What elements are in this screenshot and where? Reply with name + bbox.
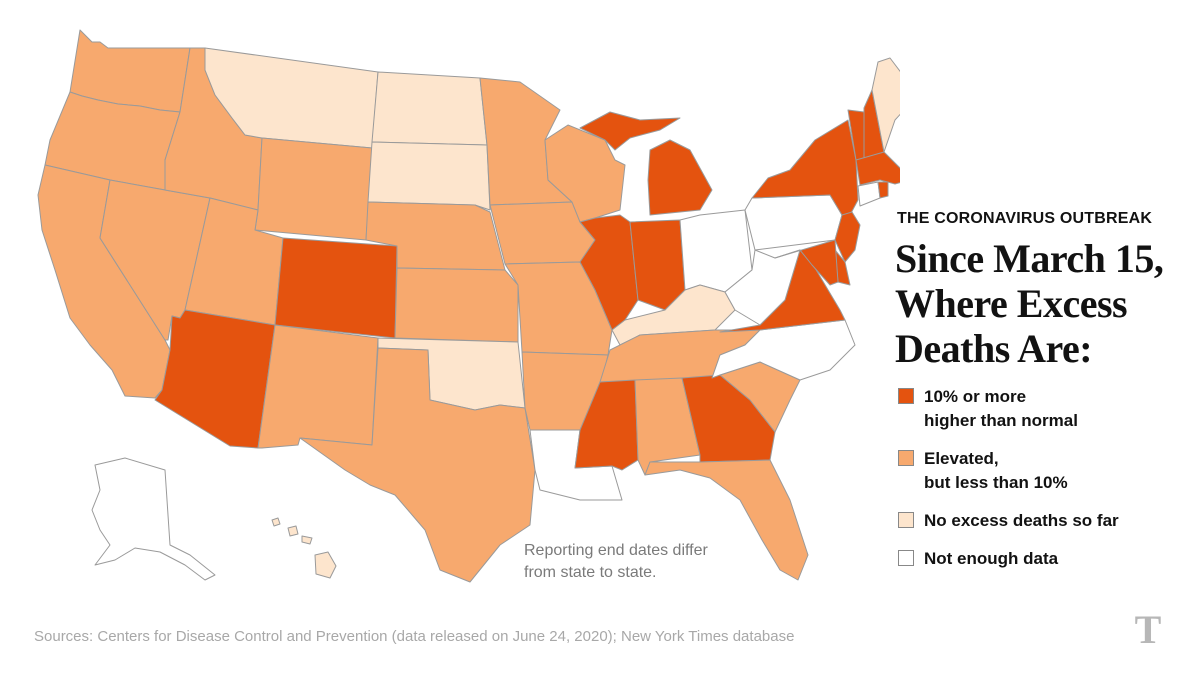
- headline: Since March 15, Where Excess Deaths Are:: [895, 236, 1195, 371]
- state-WY[interactable]: [254, 137, 373, 241]
- legend-label: higher than normal: [924, 411, 1078, 430]
- legend-item-no-data: Not enough data: [898, 547, 1198, 571]
- legend-label: No excess deaths so far: [924, 511, 1119, 530]
- legend-label: but less than 10%: [924, 473, 1068, 492]
- state-AK[interactable]: [91, 457, 216, 581]
- legend-item-elevated: Elevated, but less than 10%: [898, 447, 1198, 495]
- legend-swatch-none: [898, 512, 914, 528]
- state-SD[interactable]: [367, 141, 491, 211]
- legend-item-none: No excess deaths so far: [898, 509, 1198, 533]
- legend: 10% or more higher than normal Elevated,…: [898, 385, 1198, 585]
- state-MA[interactable]: [855, 151, 900, 186]
- state-WI[interactable]: [544, 124, 626, 223]
- state-MI-upper[interactable]: [579, 111, 681, 151]
- state-NM[interactable]: [257, 324, 379, 449]
- state-MD[interactable]: [774, 239, 839, 286]
- legend-label: Elevated,: [924, 449, 999, 468]
- sources-credit: Sources: Centers for Disease Control and…: [34, 628, 795, 645]
- reporting-note: Reporting end dates differ from state to…: [524, 540, 784, 584]
- legend-swatch-no-data: [898, 550, 914, 566]
- note-line2: from state to state.: [524, 564, 657, 581]
- note-line1: Reporting end dates differ: [524, 542, 708, 559]
- legend-label: Not enough data: [924, 549, 1059, 568]
- state-FL[interactable]: [644, 459, 809, 581]
- state-MI[interactable]: [647, 139, 713, 216]
- state-KS[interactable]: [394, 267, 519, 343]
- state-CO[interactable]: [274, 237, 398, 339]
- legend-swatch-elevated: [898, 450, 914, 466]
- headline-line2: Where Excess: [895, 281, 1128, 326]
- headline-line3: Deaths Are:: [895, 326, 1093, 371]
- state-ND[interactable]: [371, 71, 488, 146]
- state-RI[interactable]: [877, 181, 889, 199]
- state-CT[interactable]: [857, 181, 881, 207]
- state-IN[interactable]: [629, 219, 686, 311]
- kicker: THE CORONAVIRUS OUTBREAK: [897, 210, 1153, 227]
- nyt-logo: T: [1134, 607, 1162, 652]
- legend-item-high: 10% or more higher than normal: [898, 385, 1198, 433]
- state-NC[interactable]: [711, 319, 856, 381]
- state-AZ[interactable]: [154, 309, 276, 449]
- state-HI[interactable]: [271, 517, 337, 579]
- us-states-map: [37, 29, 900, 583]
- legend-swatch-high: [898, 388, 914, 404]
- headline-line1: Since March 15,: [895, 236, 1164, 281]
- state-TX[interactable]: [299, 347, 536, 583]
- legend-label: 10% or more: [924, 387, 1027, 406]
